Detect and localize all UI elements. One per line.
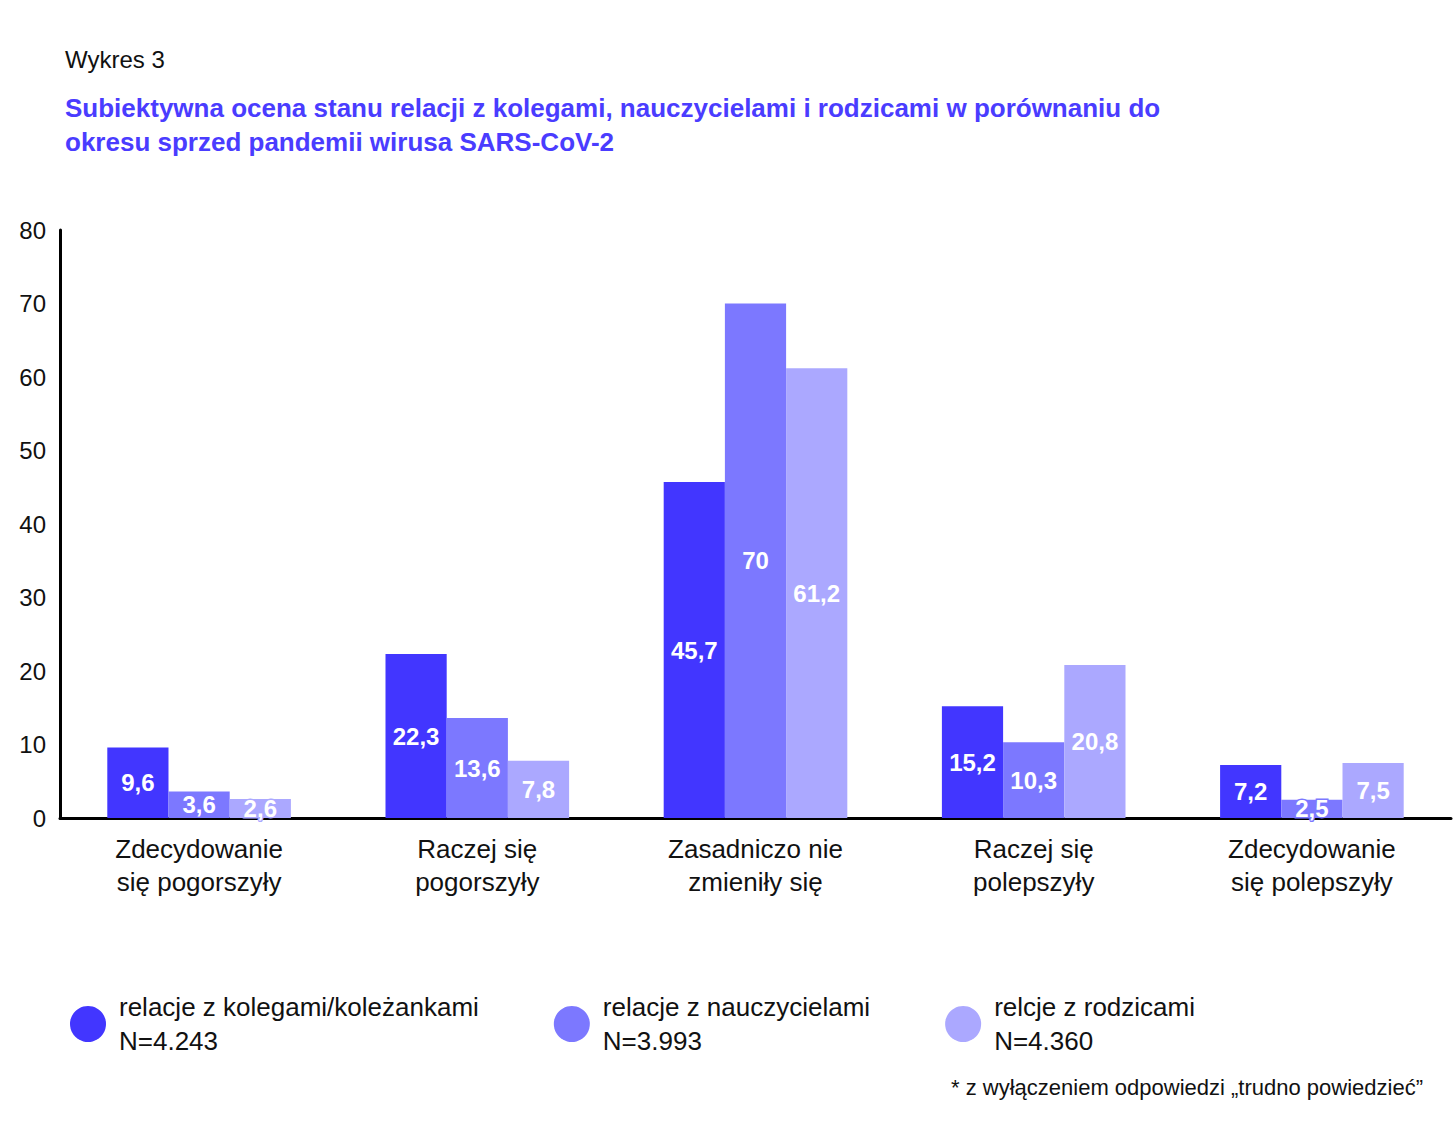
svg-text:80: 80 [19,217,46,244]
svg-text:30: 30 [19,584,46,611]
svg-text:się pogorszyły: się pogorszyły [117,867,282,897]
svg-text:9,6: 9,6 [121,769,154,796]
svg-text:13,6: 13,6 [454,755,501,782]
svg-text:pogorszyły: pogorszyły [415,867,539,897]
svg-text:10: 10 [19,731,46,758]
svg-text:22,3: 22,3 [393,723,440,750]
svg-text:polepszyły: polepszyły [973,867,1094,897]
svg-text:0: 0 [33,805,46,832]
svg-text:Subiektywna ocena stanu relacj: Subiektywna ocena stanu relacji z kolega… [65,93,1160,123]
svg-text:zmieniły się: zmieniły się [688,867,822,897]
svg-text:2,5: 2,5 [1295,795,1328,822]
svg-text:70: 70 [742,547,769,574]
svg-text:Raczej się: Raczej się [974,834,1094,864]
svg-text:60: 60 [19,364,46,391]
svg-text:20,8: 20,8 [1072,728,1119,755]
svg-text:2,6: 2,6 [244,795,277,822]
svg-text:7,2: 7,2 [1234,778,1267,805]
svg-text:Zasadniczo nie: Zasadniczo nie [668,834,843,864]
svg-text:* z wyłączeniem odpowiedzi „tr: * z wyłączeniem odpowiedzi „trudno powie… [951,1075,1423,1100]
svg-text:10,3: 10,3 [1010,767,1057,794]
svg-text:N=4.360: N=4.360 [994,1026,1093,1056]
svg-text:50: 50 [19,437,46,464]
svg-text:7,5: 7,5 [1356,777,1389,804]
svg-text:N=4.243: N=4.243 [119,1026,218,1056]
svg-text:relcje z rodzicami: relcje z rodzicami [994,992,1195,1022]
svg-text:45,7: 45,7 [671,637,718,664]
svg-text:20: 20 [19,658,46,685]
svg-text:7,8: 7,8 [522,776,555,803]
svg-text:70: 70 [19,290,46,317]
svg-text:Wykres 3: Wykres 3 [65,46,165,73]
svg-text:okresu sprzed pandemii wirusa: okresu sprzed pandemii wirusa SARS-CoV-2 [65,127,614,157]
svg-text:się polepszyły: się polepszyły [1231,867,1393,897]
svg-text:3,6: 3,6 [182,791,215,818]
svg-text:Zdecydowanie: Zdecydowanie [115,834,283,864]
svg-text:40: 40 [19,511,46,538]
svg-text:Raczej się: Raczej się [417,834,537,864]
svg-text:relacje z kolegami/koleżankami: relacje z kolegami/koleżankami [119,992,479,1022]
svg-text:N=3.993: N=3.993 [603,1026,702,1056]
svg-text:Zdecydowanie: Zdecydowanie [1228,834,1396,864]
svg-text:61,2: 61,2 [793,580,840,607]
svg-text:relacje z nauczycielami: relacje z nauczycielami [603,992,870,1022]
svg-text:15,2: 15,2 [949,749,996,776]
